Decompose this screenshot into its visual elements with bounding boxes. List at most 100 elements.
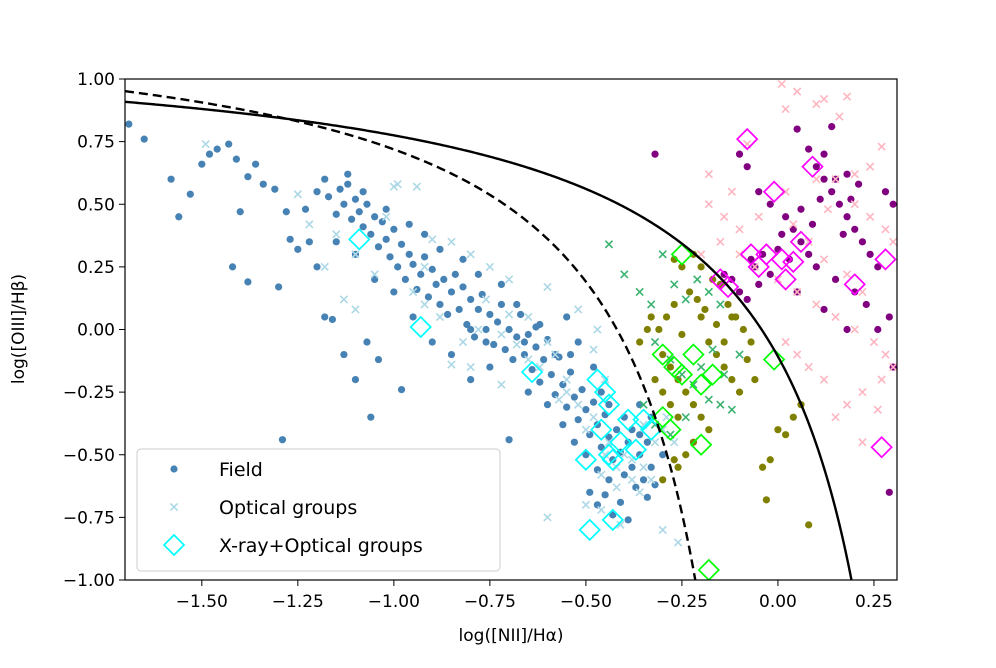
- data-point: [719, 212, 729, 221]
- data-point: [704, 287, 713, 297]
- data-point: [574, 338, 582, 346]
- data-point: [801, 155, 824, 178]
- data-point: [655, 325, 663, 334]
- data-point: [750, 262, 760, 272]
- y-tick-label: −0.50: [63, 446, 115, 466]
- data-point: [367, 413, 375, 421]
- data-point: [858, 238, 867, 246]
- data-point: [682, 343, 705, 366]
- data-point: [474, 270, 482, 278]
- data-point: [704, 200, 713, 209]
- data-point: [532, 323, 540, 331]
- data-point: [835, 200, 843, 208]
- data-point: [175, 213, 183, 221]
- data-point: [781, 187, 790, 196]
- data-point: [275, 283, 283, 291]
- data-point: [597, 470, 606, 479]
- data-point: [543, 513, 552, 522]
- data-point: [412, 182, 422, 191]
- data-point: [589, 345, 598, 354]
- data-point: [600, 450, 610, 459]
- data-point: [600, 375, 610, 384]
- series-5: [696, 79, 897, 447]
- data-point: [535, 362, 544, 372]
- data-point: [458, 337, 468, 347]
- data-point: [509, 355, 517, 364]
- axes: −1.50 −1.25 −1.00 −0.75 −0.50 −0.25 0.00 0.25 1.…: [63, 70, 898, 612]
- data-point: [440, 275, 448, 283]
- data-point: [459, 255, 467, 263]
- data-point: [704, 170, 713, 179]
- data-point: [559, 421, 567, 429]
- data-point: [371, 275, 379, 283]
- data-point: [586, 488, 594, 496]
- data-point: [842, 92, 852, 101]
- y-tick-label: −1.00: [63, 571, 115, 591]
- data-point: [828, 122, 836, 131]
- data-point: [409, 313, 417, 321]
- data-point: [670, 363, 694, 386]
- data-point: [244, 278, 252, 286]
- data-point: [620, 270, 629, 279]
- data-point: [766, 200, 774, 208]
- data-point: [244, 173, 252, 181]
- data-point: [636, 431, 644, 439]
- data-point: [659, 418, 682, 441]
- data-point: [797, 205, 805, 213]
- data-point: [370, 270, 379, 279]
- data-point: [420, 230, 429, 238]
- data-point: [578, 518, 601, 542]
- data-point: [428, 235, 437, 244]
- data-point: [866, 250, 874, 258]
- data-point: [390, 288, 398, 296]
- data-point: [635, 488, 644, 497]
- data-point: [735, 350, 744, 359]
- data-point: [420, 253, 429, 261]
- data-point: [405, 250, 413, 258]
- data-point: [581, 500, 591, 510]
- data-point: [847, 195, 855, 203]
- series-3: [604, 240, 744, 439]
- data-point: [363, 200, 371, 208]
- data-point: [639, 463, 648, 472]
- data-point: [397, 240, 406, 248]
- data-point: [305, 238, 313, 246]
- data-point: [466, 250, 475, 259]
- data-point: [747, 338, 755, 346]
- data-point: [340, 350, 348, 359]
- data-point: [651, 376, 659, 384]
- x-tick-label: −0.75: [464, 592, 516, 612]
- data-point: [432, 280, 440, 289]
- data-point: [520, 360, 544, 384]
- data-point: [689, 373, 713, 396]
- data-point: [666, 401, 674, 409]
- kauffmann-line: [125, 89, 697, 580]
- data-point: [616, 520, 625, 530]
- legend: Field Optical groups X-ray+Optical groups: [136, 448, 501, 572]
- legend-label: Optical groups: [219, 497, 357, 519]
- data-point: [877, 142, 886, 151]
- data-point: [854, 180, 863, 188]
- data-point: [850, 170, 859, 179]
- data-point: [228, 263, 237, 271]
- data-point: [659, 388, 667, 396]
- data-point: [417, 270, 425, 278]
- data-point: [504, 275, 514, 284]
- data-point: [540, 355, 548, 364]
- data-point: [597, 388, 605, 396]
- data-point: [755, 243, 778, 266]
- data-point: [812, 163, 820, 171]
- data-point: [728, 313, 736, 321]
- series-8: [709, 127, 897, 459]
- data-point: [271, 185, 279, 193]
- data-point: [467, 325, 475, 334]
- data-point: [504, 310, 514, 319]
- data-point: [835, 112, 844, 121]
- data-point: [566, 368, 575, 376]
- data-point: [777, 79, 786, 89]
- data-point: [639, 476, 648, 484]
- data-point: [547, 370, 555, 379]
- data-point: [774, 268, 797, 291]
- data-point: [447, 288, 456, 296]
- data-point: [574, 448, 598, 471]
